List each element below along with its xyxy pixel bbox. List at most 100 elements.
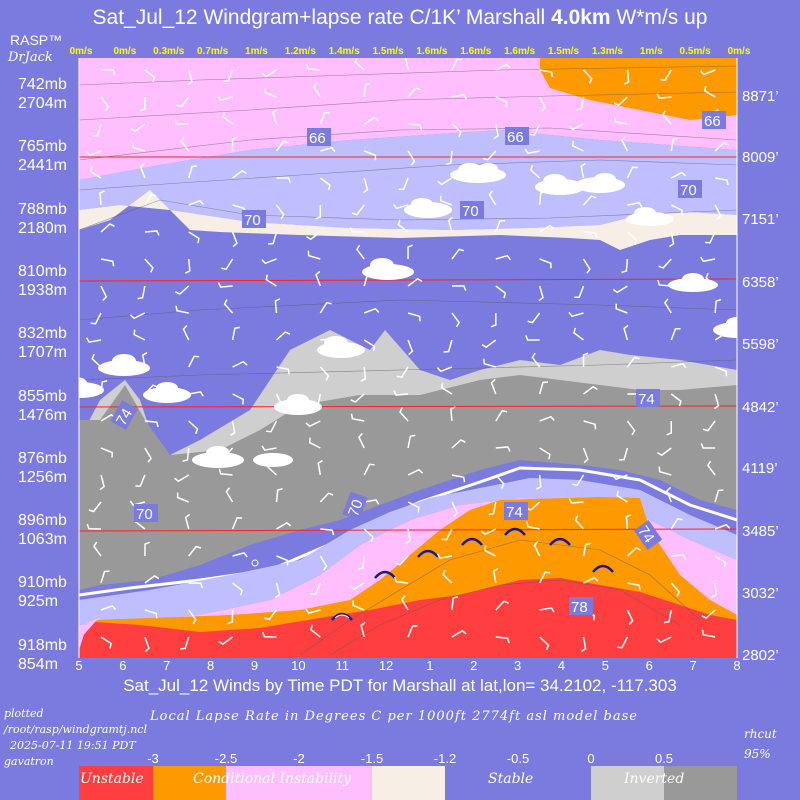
wind-barb (394, 576, 409, 584)
wind-barb (531, 352, 541, 368)
wind-barb (451, 596, 459, 611)
wind-barb (261, 445, 277, 451)
cloud-icons (79, 163, 737, 468)
wind-barb (357, 555, 365, 570)
wind-barb (493, 123, 499, 140)
wind-barb (310, 582, 322, 595)
wind-barb (188, 545, 202, 557)
cb-cream (372, 766, 445, 800)
wind-barb (701, 609, 716, 619)
wind-barb (227, 609, 234, 625)
wind-barb (616, 490, 628, 503)
wstar-label: 1m/s (639, 46, 663, 57)
wind-barb (363, 82, 371, 98)
wind-barb (405, 528, 411, 545)
wind-barb (268, 231, 278, 245)
wind-barb (319, 112, 330, 125)
wstar-label: 0m/s (113, 46, 137, 57)
height-ft-label: 3485’ (742, 523, 779, 540)
wind-barb (188, 165, 198, 179)
height-m-label: 1256m (18, 469, 67, 486)
wind-barb (572, 474, 585, 487)
wind-barb (583, 385, 598, 395)
wind-barb (612, 285, 628, 294)
wind-barb (576, 96, 585, 111)
wind-barb (275, 140, 289, 152)
wind-barb (451, 439, 466, 449)
wind-barb (312, 393, 322, 408)
wind-barb (232, 552, 248, 558)
wind-barb (176, 492, 190, 503)
wind-barb (144, 69, 156, 83)
wind-barb (99, 474, 105, 491)
wind-barb (701, 629, 716, 638)
wind-barb (671, 362, 687, 369)
wind-barb (230, 420, 236, 437)
svg-text:66: 66 (704, 113, 721, 130)
wind-barb (660, 69, 672, 82)
wind-barb (274, 298, 281, 314)
wind-barb (662, 110, 672, 125)
wind-barb (407, 244, 413, 259)
svg-text:78: 78 (571, 599, 588, 616)
wind-barb (363, 528, 374, 543)
wind-barb (275, 393, 283, 409)
wind-barb (363, 463, 375, 476)
height-ft-label: 8009’ (742, 149, 779, 166)
wind-barb (139, 162, 146, 179)
x-tick-label: 6 (119, 658, 127, 673)
wind-barb (440, 382, 453, 395)
wind-barb (484, 545, 497, 557)
height-ft-label: 7151’ (742, 211, 779, 228)
wind-barb (707, 460, 716, 476)
wind-barb (232, 360, 248, 368)
wind-barb (396, 366, 409, 379)
x-tick-label: 6 (645, 658, 653, 673)
wind-barb (363, 116, 379, 125)
wind-barb (670, 328, 681, 341)
svg-text:70: 70 (345, 497, 367, 518)
wind-barb (568, 498, 584, 504)
wind-barb (188, 420, 199, 435)
height-ft-label: 6358’ (742, 274, 779, 291)
x-tick-label: 8 (733, 658, 741, 673)
wind-barb (656, 93, 672, 100)
wind-barb (442, 569, 453, 584)
wind-barb (100, 285, 108, 301)
wind-barb (305, 420, 321, 428)
wind-barbs (85, 58, 731, 653)
wind-barb (319, 366, 330, 381)
wind-barb (404, 58, 409, 71)
svg-text:74: 74 (638, 391, 655, 408)
wind-barb (135, 474, 146, 487)
wind-barb (90, 312, 102, 325)
wind-barb (397, 219, 409, 233)
wind-barb (702, 420, 716, 432)
wind-barb (188, 231, 200, 244)
wind-barb (188, 609, 197, 625)
wind-barb (714, 523, 731, 530)
wind-barb (488, 190, 497, 206)
wind-barb (583, 231, 598, 239)
wind-barb (144, 636, 150, 653)
wind-barb (319, 492, 334, 503)
wind-barb (262, 631, 277, 638)
wind-barb (276, 177, 291, 183)
band-lavender-lower (79, 478, 737, 625)
wind-barb (483, 358, 497, 368)
wstar-label: 0m/s (727, 46, 751, 57)
wind-barb (176, 96, 190, 108)
wind-barb (222, 111, 234, 125)
wind-barb (535, 474, 542, 490)
wind-barb (265, 274, 277, 287)
wind-barb (350, 413, 365, 422)
cb-label-stable: Stable (488, 771, 534, 787)
wind-barb (144, 193, 157, 206)
wind-barb (580, 162, 586, 179)
wind-barb (538, 96, 547, 112)
pressure-label: 742mb (18, 76, 67, 93)
height-ft-label: 2802’ (742, 647, 779, 664)
wind-barb (100, 96, 110, 112)
wind-barb (363, 307, 380, 314)
